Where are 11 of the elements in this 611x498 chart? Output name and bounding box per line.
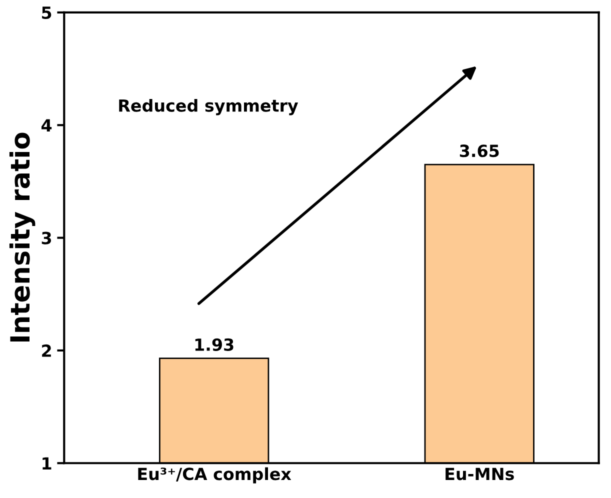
y-tick-label: 4 [42, 119, 52, 132]
x-tick-label: Eu³⁺/CA complex [138, 467, 292, 484]
data-label: 1.93 [195, 338, 234, 351]
y-tick-label: 1 [42, 457, 52, 470]
y-tick-label: 5 [42, 6, 52, 20]
data-label: 3.65 [460, 144, 499, 158]
y-tick-label: 3 [42, 232, 52, 244]
y-axis-title: Intensity ratio [9, 132, 36, 342]
annotation: Reduced symmetry [119, 98, 298, 116]
x-tick-label: Eu-MNs [446, 468, 514, 480]
y-tick-label: 2 [42, 344, 51, 357]
